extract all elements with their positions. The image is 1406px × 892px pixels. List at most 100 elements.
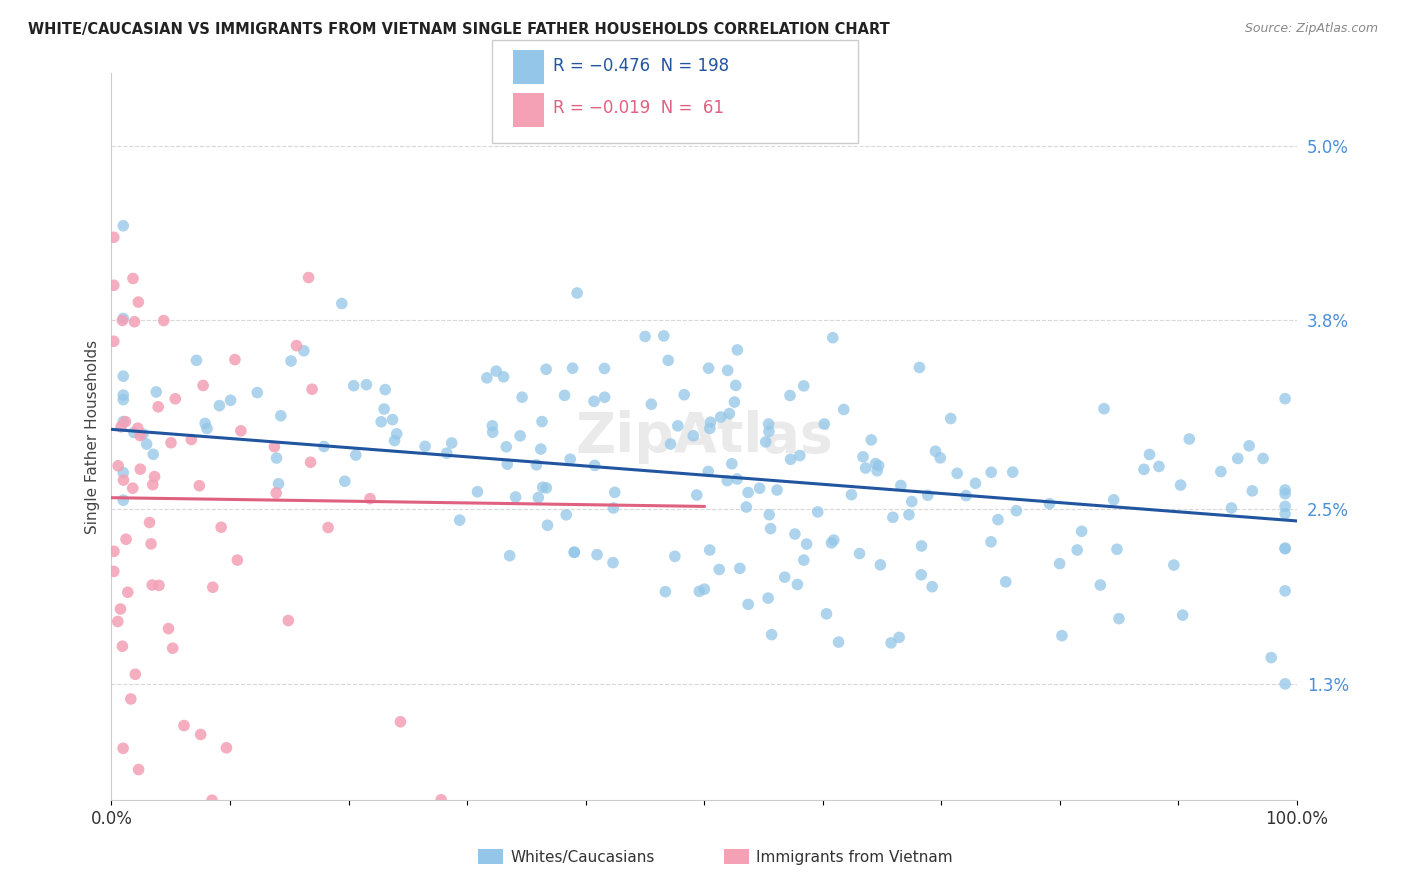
Point	[145, 384, 167, 399]
Point	[699, 421, 721, 435]
Point	[789, 449, 811, 463]
Point	[939, 411, 962, 425]
Point	[720, 457, 742, 471]
Text: R = −0.476  N = 198: R = −0.476 N = 198	[553, 57, 728, 75]
Point	[821, 331, 844, 345]
Point	[603, 485, 626, 500]
Point	[138, 516, 160, 530]
Point	[186, 353, 208, 368]
Point	[586, 548, 609, 562]
Point	[758, 417, 780, 431]
Point	[413, 439, 436, 453]
Point	[505, 490, 527, 504]
Point	[226, 553, 249, 567]
Point	[924, 444, 946, 458]
Point	[582, 394, 605, 409]
Point	[1133, 462, 1156, 476]
Point	[112, 493, 135, 508]
Point	[299, 455, 322, 469]
Point	[1274, 677, 1296, 691]
Point	[728, 561, 751, 575]
Point	[897, 508, 920, 522]
Point	[180, 433, 202, 447]
Point	[224, 352, 246, 367]
Point	[848, 547, 870, 561]
Point	[1251, 451, 1274, 466]
Point	[710, 410, 733, 425]
Point	[112, 219, 135, 233]
Point	[103, 334, 125, 349]
Point	[492, 369, 515, 384]
Point	[110, 602, 132, 616]
Point	[194, 417, 217, 431]
Point	[699, 543, 721, 558]
Point	[201, 793, 224, 807]
Point	[815, 607, 838, 621]
Point	[755, 434, 778, 449]
Point	[921, 580, 943, 594]
Point	[1163, 558, 1185, 572]
Point	[748, 481, 770, 495]
Point	[103, 544, 125, 558]
Point	[779, 452, 801, 467]
Point	[195, 421, 218, 435]
Point	[270, 409, 292, 423]
Point	[688, 584, 710, 599]
Point	[725, 472, 748, 486]
Point	[583, 458, 606, 473]
Point	[527, 491, 550, 505]
Point	[1274, 483, 1296, 497]
Point	[1274, 541, 1296, 555]
Point	[510, 390, 533, 404]
Point	[562, 545, 585, 559]
Point	[1066, 543, 1088, 558]
Point	[1049, 557, 1071, 571]
Point	[229, 424, 252, 438]
Point	[103, 565, 125, 579]
Point	[682, 429, 704, 443]
Point	[716, 474, 738, 488]
Point	[374, 383, 396, 397]
Text: Whites/Caucasians: Whites/Caucasians	[510, 850, 655, 864]
Point	[673, 388, 696, 402]
Point	[1001, 465, 1024, 479]
Point	[786, 577, 808, 591]
Point	[120, 692, 142, 706]
Point	[467, 484, 489, 499]
Point	[530, 442, 553, 456]
Point	[1050, 629, 1073, 643]
Point	[1092, 401, 1115, 416]
Point	[112, 741, 135, 756]
Point	[112, 311, 135, 326]
Point	[779, 388, 801, 402]
Point	[561, 361, 583, 376]
Text: WHITE/CAUCASIAN VS IMMIGRANTS FROM VIETNAM SINGLE FATHER HOUSEHOLDS CORRELATION : WHITE/CAUCASIAN VS IMMIGRANTS FROM VIETN…	[28, 22, 890, 37]
Point	[277, 614, 299, 628]
Point	[531, 480, 554, 494]
Point	[301, 382, 323, 396]
Point	[124, 315, 146, 329]
Point	[201, 580, 224, 594]
Point	[980, 534, 1002, 549]
Point	[190, 727, 212, 741]
Point	[1241, 483, 1264, 498]
Point	[142, 447, 165, 461]
Point	[987, 513, 1010, 527]
Point	[530, 415, 553, 429]
Point	[481, 425, 503, 440]
Point	[793, 379, 815, 393]
Point	[381, 412, 404, 426]
Text: R = −0.019  N =  61: R = −0.019 N = 61	[553, 99, 724, 117]
Point	[115, 533, 138, 547]
Point	[266, 450, 288, 465]
Point	[1171, 608, 1194, 623]
Point	[157, 622, 180, 636]
Point	[1005, 504, 1028, 518]
Point	[110, 419, 132, 434]
Point	[724, 378, 747, 392]
Point	[370, 415, 392, 429]
Point	[866, 464, 889, 478]
Point	[127, 295, 149, 310]
Point	[1209, 465, 1232, 479]
Point	[652, 329, 675, 343]
